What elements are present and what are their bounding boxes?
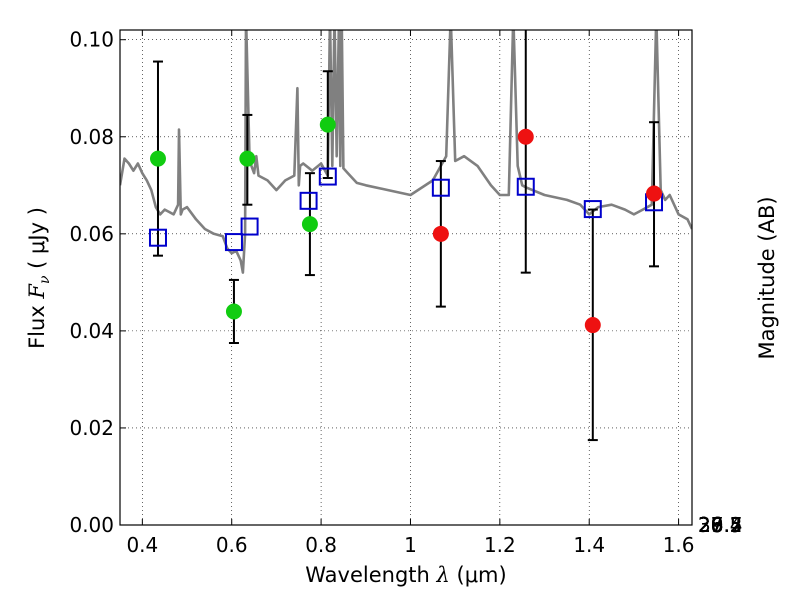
x-axis-title: Wavelength λ (μm) bbox=[305, 563, 506, 587]
mag-tick-label: 26.7 bbox=[698, 513, 743, 537]
mag-tick-label: 26.5 bbox=[698, 513, 743, 537]
x-tick-labels: 0.4 0.6 0.8 1 1.2 1.4 1.6 bbox=[126, 533, 694, 557]
observed-point bbox=[584, 317, 601, 334]
y-tick-label: 0.08 bbox=[69, 125, 114, 149]
x-tick-label: 0.8 bbox=[305, 533, 337, 557]
y-tick-label: 0.00 bbox=[69, 513, 114, 537]
y-tick-label: 0.06 bbox=[69, 222, 114, 246]
observed-point bbox=[149, 150, 166, 167]
x-tick-label: 1 bbox=[404, 533, 417, 557]
model-point bbox=[240, 217, 259, 236]
model-point bbox=[148, 228, 167, 247]
y-tick-label: 0.02 bbox=[69, 416, 114, 440]
y-tick-labels: 0.00 0.02 0.04 0.06 0.08 0.10 bbox=[69, 28, 114, 537]
x-tick-label: 1.2 bbox=[484, 533, 516, 557]
y-tick-label: 0.04 bbox=[69, 319, 114, 343]
mag-tick-label: 27.5 bbox=[698, 513, 743, 537]
model-point bbox=[583, 200, 602, 219]
model-point bbox=[431, 178, 450, 197]
grid-lines bbox=[120, 30, 692, 525]
mag-tick-label: 27.2 bbox=[698, 513, 743, 537]
x-tick-label: 1.6 bbox=[663, 533, 695, 557]
observed-point bbox=[239, 150, 256, 167]
model-photometry-markers bbox=[148, 167, 664, 252]
mag-tick-label: 29 bbox=[698, 513, 723, 537]
mag-tick-label: 28 bbox=[698, 513, 723, 537]
observed-point bbox=[432, 225, 449, 242]
mag-tick-label: 27 bbox=[698, 513, 723, 537]
model-point bbox=[516, 177, 535, 196]
observed-flux-markers bbox=[149, 116, 663, 334]
model-point bbox=[318, 167, 337, 186]
mag-tick-label: 26.4 bbox=[698, 513, 743, 537]
observed-point bbox=[646, 185, 663, 202]
model-point bbox=[299, 191, 318, 210]
sed-template-line bbox=[120, 30, 692, 274]
plot-frame bbox=[119, 29, 693, 526]
y-tick-label: 0.10 bbox=[69, 28, 114, 52]
x-tick-label: 1.4 bbox=[573, 533, 605, 557]
observed-point bbox=[225, 303, 242, 320]
sed-template-curve bbox=[120, 30, 692, 274]
axis-ticks bbox=[120, 30, 692, 526]
y-axis-title: Flux Fν ( μJy ) bbox=[25, 207, 53, 349]
x-tick-label: 0.6 bbox=[216, 533, 248, 557]
observed-point bbox=[301, 216, 318, 233]
observed-point bbox=[319, 116, 336, 133]
mag-tick-label: 30 bbox=[698, 513, 723, 537]
mag-tick-label: 28.5 bbox=[698, 513, 743, 537]
x-tick-label: 0.4 bbox=[126, 533, 158, 557]
model-point bbox=[224, 233, 243, 252]
observed-point bbox=[517, 128, 534, 145]
y2-axis-title: Magnitude (AB) bbox=[755, 196, 779, 359]
